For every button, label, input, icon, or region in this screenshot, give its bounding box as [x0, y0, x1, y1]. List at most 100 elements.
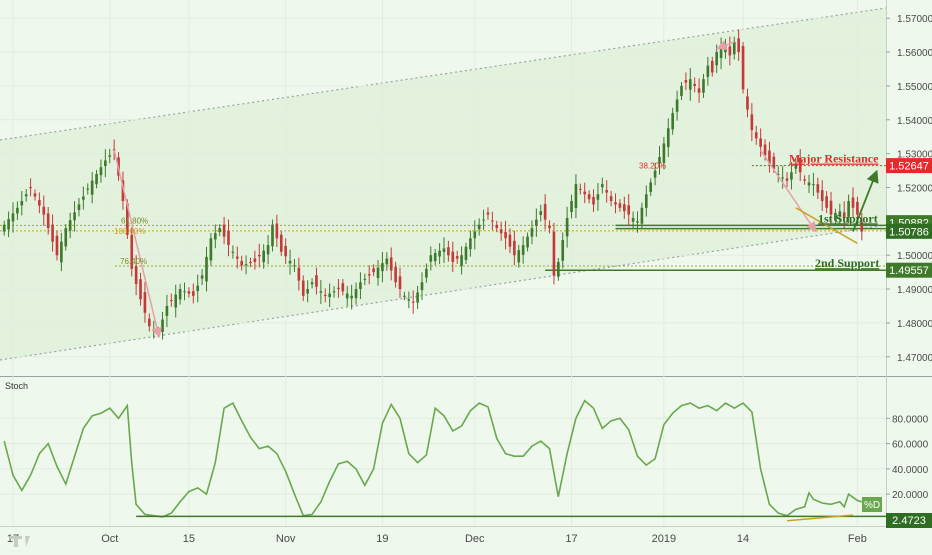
candle-body [112, 149, 116, 151]
candle-body [447, 247, 450, 256]
candle-body [776, 173, 780, 175]
candle-body [191, 291, 195, 296]
candle-body [785, 178, 789, 181]
candle-body [231, 251, 235, 253]
candle-body [200, 275, 204, 279]
candle-body [684, 80, 688, 83]
candle-body [301, 280, 305, 296]
drop-arrow-jan [760, 149, 817, 233]
svg-text:1.50786: 1.50786 [889, 226, 929, 238]
candle-body [134, 266, 138, 284]
candle-body [618, 203, 622, 208]
candle-body [20, 201, 24, 206]
candle-body [253, 258, 257, 262]
time-tick-label: Dec [465, 533, 485, 545]
candle-body [860, 221, 864, 232]
candle-body [257, 254, 261, 257]
candle-body [121, 180, 125, 202]
candle-body [306, 289, 309, 294]
drawings [113, 40, 879, 339]
candle-body [376, 267, 380, 279]
candle-body [38, 200, 41, 206]
candle-body [732, 41, 736, 55]
resistance-price-tag[interactable]: 1.52647 [886, 158, 932, 174]
major-resistance-label: Major Resistance [789, 152, 879, 166]
candle-body [130, 234, 134, 269]
candle-body [77, 204, 81, 210]
candle-body [614, 202, 617, 205]
candle-body [592, 196, 595, 205]
candle-body [403, 295, 406, 297]
candle-body [407, 299, 411, 301]
fib-76-label: 76.40% [120, 257, 147, 266]
candle-body [95, 173, 98, 185]
candle-body [196, 285, 200, 292]
candle-body [183, 291, 186, 293]
time-tick-label: 17 [565, 533, 577, 545]
candle-body [737, 38, 740, 53]
candle-body [622, 204, 626, 212]
candle-body [425, 268, 428, 278]
candle-body [482, 219, 485, 221]
price-tick-label: 1.52000 [897, 184, 932, 195]
candle-body [161, 319, 164, 332]
candle-body [455, 256, 459, 259]
candle-body [328, 293, 331, 298]
candle-body [535, 219, 538, 226]
candle-body [662, 143, 666, 163]
candle-body [381, 263, 384, 272]
candle-body [763, 144, 767, 156]
candle-body [825, 196, 828, 208]
candle-body [680, 85, 683, 96]
price-tick-label: 1.53000 [897, 150, 932, 161]
second-support-price-tag[interactable]: 1.49557 [886, 262, 932, 278]
candle-body [350, 295, 353, 299]
candle-body [68, 220, 72, 231]
candle-body [746, 96, 749, 110]
candle-body [429, 255, 433, 262]
price-tick-label: 1.54000 [897, 116, 932, 127]
drop-arrow-oct [113, 150, 163, 339]
candle-body [2, 224, 6, 232]
candle-body [218, 228, 222, 233]
candle-body [86, 188, 90, 190]
time-tick-label: Nov [276, 533, 296, 545]
candle-body [108, 155, 112, 157]
channel-lower-line[interactable] [0, 224, 887, 361]
candle-body [367, 274, 371, 276]
stoch-tick-label: 40.0000 [892, 465, 929, 476]
current-price-tag[interactable]: 1.50786 [886, 223, 932, 239]
candle-body [148, 318, 151, 327]
candle-body [209, 238, 213, 261]
channel-fill [0, 8, 886, 360]
candle-body [293, 265, 296, 267]
candle-body [491, 220, 494, 222]
candle-body [671, 113, 675, 130]
candle-body [205, 256, 208, 282]
candle-body [649, 182, 653, 192]
candle-body [517, 250, 521, 263]
price-tick-label: 1.57000 [897, 14, 932, 25]
candle-body [548, 225, 551, 229]
candle-body [666, 128, 670, 148]
candle-body [363, 278, 367, 280]
candle-body [803, 179, 806, 181]
candle-body [51, 224, 54, 242]
candle-body [372, 268, 375, 273]
svg-text:1.52647: 1.52647 [889, 161, 929, 173]
fib-38-label: 38.20% [639, 162, 666, 171]
stoch-pane[interactable] [0, 377, 886, 526]
candle-body [477, 224, 481, 230]
price-tick-label: 1.49000 [897, 285, 932, 296]
candle-body [64, 228, 68, 247]
candle-body [543, 204, 547, 220]
stoch-tick-label: 20.0000 [892, 490, 929, 501]
svg-text:1.49557: 1.49557 [889, 265, 929, 277]
stoch-series-tag[interactable]: %D [862, 497, 882, 512]
rise-arrow [852, 169, 879, 232]
candle-body [222, 224, 226, 237]
stoch-current-tag[interactable]: 2.4723 [886, 513, 932, 528]
candle-body [310, 282, 314, 285]
candle-body [332, 291, 336, 293]
candle-body [697, 88, 701, 93]
